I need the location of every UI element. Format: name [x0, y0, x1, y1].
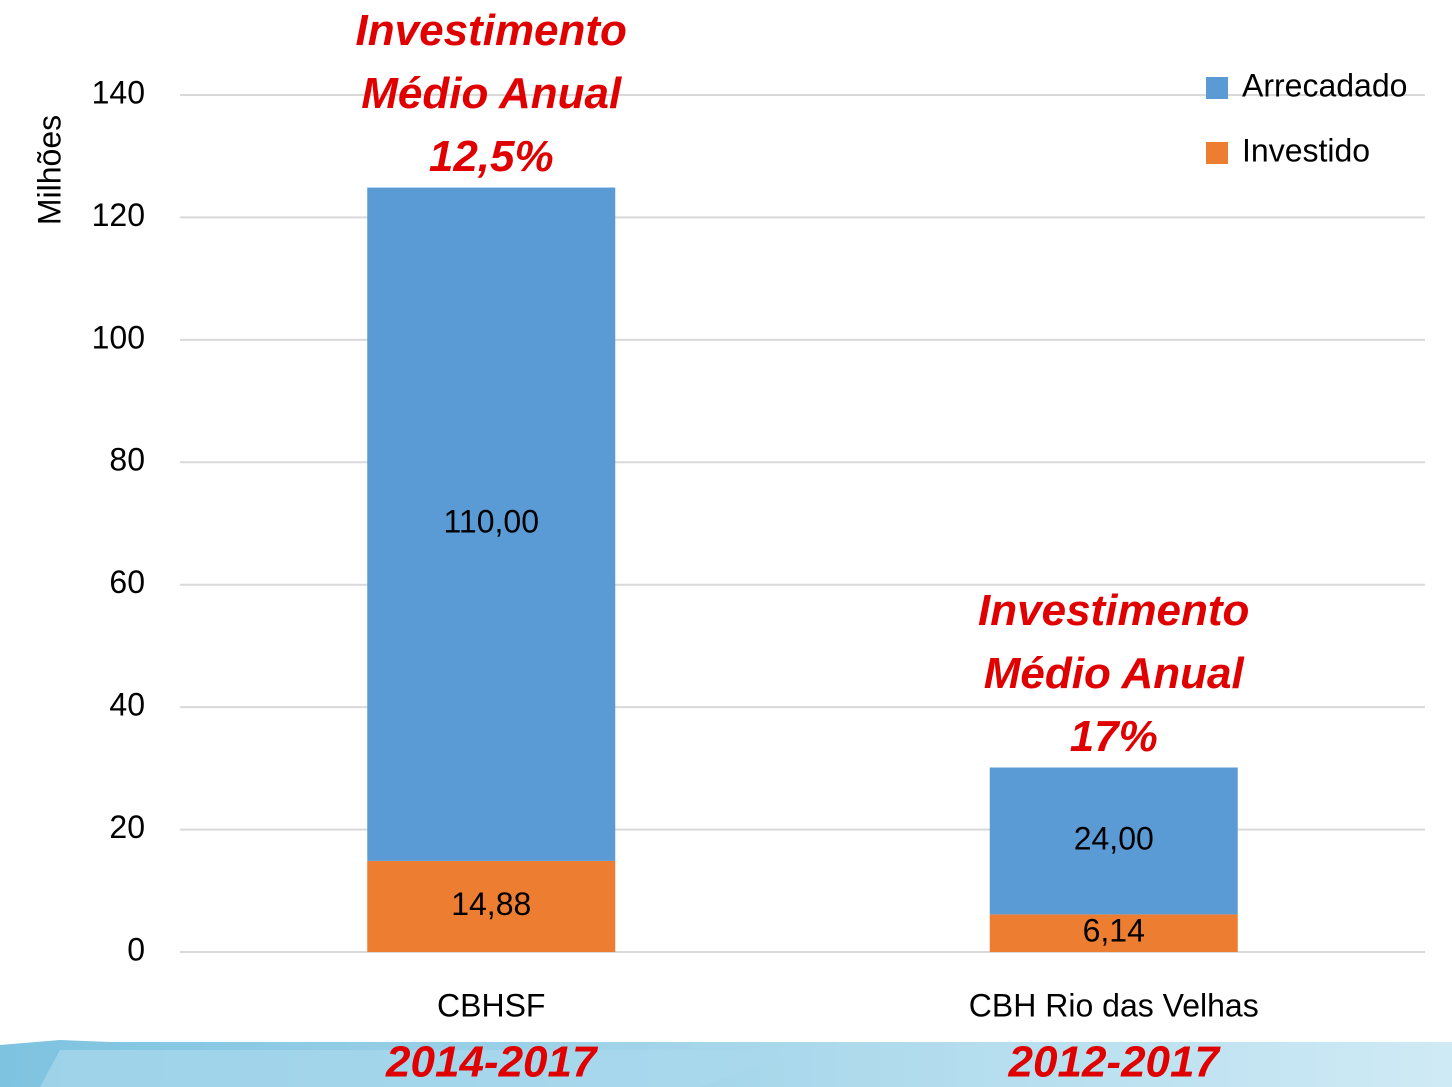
bar-segment — [989, 914, 1238, 952]
value-label: 6,14 — [1083, 913, 1145, 949]
x-tick-label: CBHSF — [437, 987, 545, 1023]
y-tick-label: 60 — [109, 564, 145, 600]
y-tick-label: 140 — [92, 74, 145, 110]
legend-label: Arrecadado — [1242, 67, 1407, 103]
value-label: 24,00 — [1074, 820, 1154, 856]
period-label: 2012-2017 — [1008, 1038, 1222, 1087]
annotation: 12,5% — [429, 132, 554, 181]
legend-swatch — [1206, 77, 1228, 99]
annotation: 17% — [1070, 712, 1158, 761]
value-label: 14,88 — [451, 886, 531, 922]
legend-swatch — [1206, 142, 1228, 164]
y-tick-label: 120 — [92, 197, 145, 233]
x-tick-label: CBH Rio das Velhas — [969, 987, 1259, 1023]
y-tick-label: 40 — [109, 687, 145, 723]
value-label: 110,00 — [444, 504, 540, 540]
annotation: Médio Anual — [984, 649, 1245, 698]
legend-label: Investido — [1242, 132, 1370, 168]
y-tick-label: 20 — [109, 809, 145, 845]
bar-segment — [989, 767, 1238, 915]
bar-segment — [367, 860, 616, 952]
y-axis-label: Milhões — [31, 115, 67, 225]
y-tick-label: 80 — [109, 442, 145, 478]
y-tick-label: 0 — [127, 931, 145, 967]
y-tick-label: 100 — [92, 319, 145, 355]
annotation: Médio Anual — [361, 69, 622, 118]
footer-wave-shade — [40, 1050, 800, 1087]
annotation: Investimento — [356, 6, 627, 55]
period-label: 2014-2017 — [385, 1038, 599, 1087]
bar-segment — [367, 187, 616, 861]
annotation: Investimento — [978, 586, 1249, 635]
